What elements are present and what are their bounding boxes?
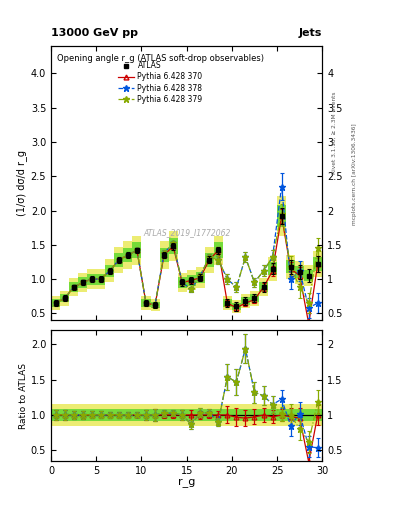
Y-axis label: (1/σ) dσ/d r_g: (1/σ) dσ/d r_g <box>16 150 27 216</box>
Y-axis label: Ratio to ATLAS: Ratio to ATLAS <box>19 362 28 429</box>
Text: 13000 GeV pp: 13000 GeV pp <box>51 28 138 38</box>
Text: ATLAS_2019_I1772062: ATLAS_2019_I1772062 <box>143 228 230 237</box>
Text: Opening angle r_g (ATLAS soft-drop observables): Opening angle r_g (ATLAS soft-drop obser… <box>57 54 264 63</box>
Text: Rivet 3.1.10, ≥ 2.3M events: Rivet 3.1.10, ≥ 2.3M events <box>332 92 337 175</box>
Text: Jets: Jets <box>299 28 322 38</box>
Legend: ATLAS, Pythia 6.428 370, Pythia 6.428 378, Pythia 6.428 379: ATLAS, Pythia 6.428 370, Pythia 6.428 37… <box>115 58 206 107</box>
Text: mcplots.cern.ch [arXiv:1306.3436]: mcplots.cern.ch [arXiv:1306.3436] <box>352 123 357 225</box>
X-axis label: r_g: r_g <box>178 478 195 488</box>
